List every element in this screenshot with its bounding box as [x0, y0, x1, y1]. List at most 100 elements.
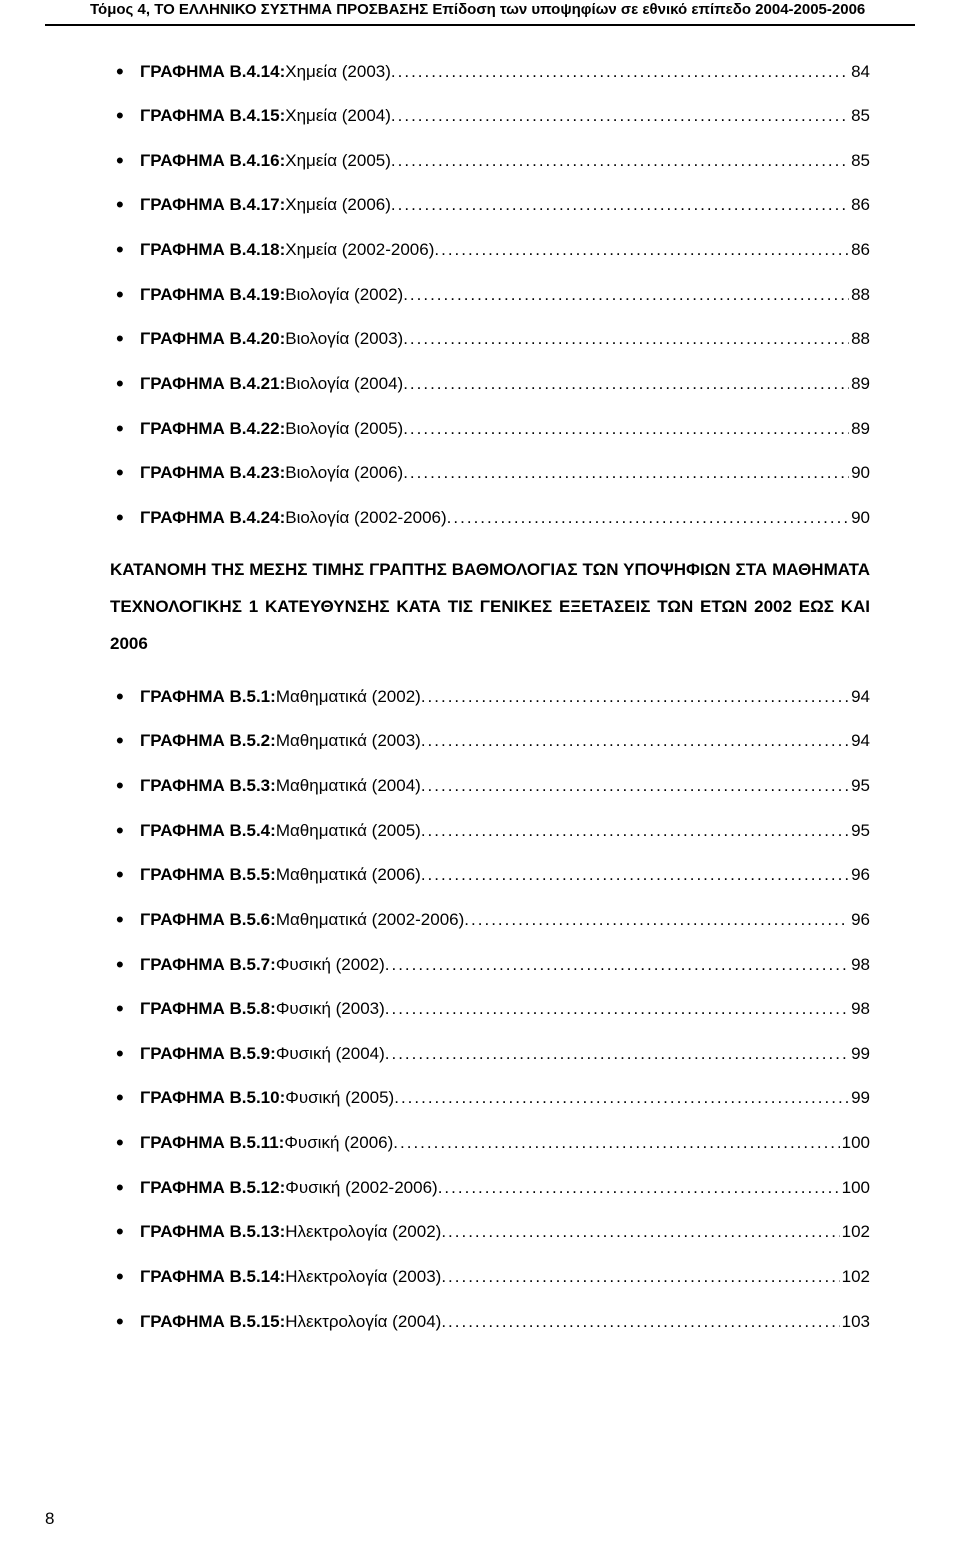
toc-entry: ΓΡΑΦΗΜΑ Β.5.4: Μαθηματικά (2005)95 [140, 819, 870, 844]
toc-leader-dots [421, 819, 849, 844]
toc-page-number: 100 [840, 1176, 870, 1201]
toc-topic: Χημεία (2005) [285, 149, 391, 174]
toc-item: ΓΡΑΦΗΜΑ Β.5.14: Ηλεκτρολογία (2003)102 [110, 1265, 870, 1290]
toc-entry: ΓΡΑΦΗΜΑ Β.4.23: Βιολογία (2006)90 [140, 461, 870, 486]
toc-label: ΓΡΑΦΗΜΑ Β.5.3: [140, 774, 276, 799]
header-text: Τόμος 4, ΤΟ ΕΛΛΗΝΙΚΟ ΣΥΣΤΗΜΑ ΠΡΟΣΒΑΣΗΣ Ε… [90, 1, 865, 18]
toc-label: ΓΡΑΦΗΜΑ Β.5.12: [140, 1176, 285, 1201]
toc-entry: ΓΡΑΦΗΜΑ Β.4.18: Χημεία (2002-2006)86 [140, 238, 870, 263]
toc-entry: ΓΡΑΦΗΜΑ Β.4.24: Βιολογία (2002-2006)90 [140, 506, 870, 531]
toc-label: ΓΡΑΦΗΜΑ Β.5.14: [140, 1265, 285, 1290]
toc-label: ΓΡΑΦΗΜΑ Β.5.4: [140, 819, 276, 844]
toc-label: ΓΡΑΦΗΜΑ Β.4.15: [140, 104, 285, 129]
toc-item: ΓΡΑΦΗΜΑ Β.4.23: Βιολογία (2006)90 [110, 461, 870, 486]
toc-page-number: 100 [840, 1131, 870, 1156]
section-heading-text: ΚΑΤΑΝΟΜΗ ΤΗΣ ΜΕΣΗΣ ΤΙΜΗΣ ΓΡΑΠΤΗΣ ΒΑΘΜΟΛΟ… [110, 560, 870, 654]
toc-entry: ΓΡΑΦΗΜΑ Β.5.12: Φυσική (2002-2006) 100 [140, 1176, 870, 1201]
toc-leader-dots [403, 417, 849, 442]
toc-item: ΓΡΑΦΗΜΑ Β.4.22: Βιολογία (2005)89 [110, 417, 870, 442]
toc-leader-dots [421, 729, 849, 754]
toc-topic: Φυσική (2003) [276, 997, 385, 1022]
toc-label: ΓΡΑΦΗΜΑ Β.5.6: [140, 908, 276, 933]
toc-item: ΓΡΑΦΗΜΑ Β.5.11: Φυσική (2006)100 [110, 1131, 870, 1156]
toc-label: ΓΡΑΦΗΜΑ Β.5.11: [140, 1131, 284, 1156]
toc-page-number: 103 [840, 1310, 870, 1335]
toc-item: ΓΡΑΦΗΜΑ Β.4.17: Χημεία (2006)86 [110, 193, 870, 218]
toc-label: ΓΡΑΦΗΜΑ Β.4.16: [140, 149, 285, 174]
toc-item: ΓΡΑΦΗΜΑ Β.5.3: Μαθηματικά (2004)95 [110, 774, 870, 799]
toc-page-number: 99 [849, 1042, 870, 1067]
toc-entry: ΓΡΑΦΗΜΑ Β.4.21: Βιολογία (2004)89 [140, 372, 870, 397]
toc-item: ΓΡΑΦΗΜΑ Β.4.21: Βιολογία (2004)89 [110, 372, 870, 397]
toc-topic: Χημεία (2003) [285, 60, 391, 85]
toc-entry: ΓΡΑΦΗΜΑ Β.4.14: Χημεία (2003)84 [140, 60, 870, 85]
toc-page-number: 96 [849, 863, 870, 888]
toc-leader-dots [421, 774, 849, 799]
toc-topic: Χημεία (2002-2006) [285, 238, 434, 263]
toc-topic: Ηλεκτρολογία (2004) [285, 1310, 441, 1335]
toc-topic: Χημεία (2006) [285, 193, 391, 218]
toc-page-number: 95 [849, 819, 870, 844]
toc-label: ΓΡΑΦΗΜΑ Β.4.22: [140, 417, 285, 442]
toc-entry: ΓΡΑΦΗΜΑ Β.5.8: Φυσική (2003)98 [140, 997, 870, 1022]
toc-entry: ΓΡΑΦΗΜΑ Β.5.7: Φυσική (2002)98 [140, 953, 870, 978]
toc-leader-dots [421, 685, 849, 710]
toc-leader-dots [403, 372, 849, 397]
toc-item: ΓΡΑΦΗΜΑ Β.4.16: Χημεία (2005)85 [110, 149, 870, 174]
page-number: 8 [45, 1509, 54, 1529]
toc-item: ΓΡΑΦΗΜΑ Β.4.24: Βιολογία (2002-2006)90 [110, 506, 870, 531]
toc-label: ΓΡΑΦΗΜΑ Β.5.10: [140, 1086, 285, 1111]
toc-topic: Φυσική (2005) [285, 1086, 394, 1111]
toc-entry: ΓΡΑΦΗΜΑ Β.5.13: Ηλεκτρολογία (2002)102 [140, 1220, 870, 1245]
toc-label: ΓΡΑΦΗΜΑ Β.4.18: [140, 238, 285, 263]
toc-entry: ΓΡΑΦΗΜΑ Β.4.15: Χημεία (2004)85 [140, 104, 870, 129]
toc-entry: ΓΡΑΦΗΜΑ Β.5.9: Φυσική (2004)99 [140, 1042, 870, 1067]
toc-page-number: 98 [849, 997, 870, 1022]
toc-leader-dots [434, 238, 849, 263]
toc-topic: Φυσική (2002-2006) [285, 1176, 437, 1201]
toc-item: ΓΡΑΦΗΜΑ Β.4.19: Βιολογία (2002)88 [110, 283, 870, 308]
toc-label: ΓΡΑΦΗΜΑ Β.5.15: [140, 1310, 285, 1335]
toc-entry: ΓΡΑΦΗΜΑ Β.5.3: Μαθηματικά (2004)95 [140, 774, 870, 799]
toc-entry: ΓΡΑΦΗΜΑ Β.4.19: Βιολογία (2002)88 [140, 283, 870, 308]
toc-item: ΓΡΑΦΗΜΑ Β.5.13: Ηλεκτρολογία (2002)102 [110, 1220, 870, 1245]
toc-entry: ΓΡΑΦΗΜΑ Β.5.10: Φυσική (2005) 99 [140, 1086, 870, 1111]
section-heading: ΚΑΤΑΝΟΜΗ ΤΗΣ ΜΕΣΗΣ ΤΙΜΗΣ ΓΡΑΠΤΗΣ ΒΑΘΜΟΛΟ… [110, 551, 870, 663]
toc-page-number: 96 [849, 908, 870, 933]
toc-item: ΓΡΑΦΗΜΑ Β.4.18: Χημεία (2002-2006)86 [110, 238, 870, 263]
page-header: Τόμος 4, ΤΟ ΕΛΛΗΝΙΚΟ ΣΥΣΤΗΜΑ ΠΡΟΣΒΑΣΗΣ Ε… [45, 0, 915, 26]
toc-page-number: 94 [849, 685, 870, 710]
toc-page-number: 99 [849, 1086, 870, 1111]
toc-topic: Μαθηματικά (2006) [276, 863, 421, 888]
toc-leader-dots [391, 104, 849, 129]
toc-list-a: ΓΡΑΦΗΜΑ Β.4.14: Χημεία (2003)84 ΓΡΑΦΗΜΑ Β… [110, 60, 870, 531]
toc-leader-dots [385, 997, 849, 1022]
toc-leader-dots [394, 1086, 849, 1111]
toc-entry: ΓΡΑΦΗΜΑ Β.5.11: Φυσική (2006)100 [140, 1131, 870, 1156]
toc-item: ΓΡΑΦΗΜΑ Β.5.7: Φυσική (2002)98 [110, 953, 870, 978]
toc-leader-dots [447, 506, 849, 531]
toc-item: ΓΡΑΦΗΜΑ Β.5.12: Φυσική (2002-2006) 100 [110, 1176, 870, 1201]
toc-item: ΓΡΑΦΗΜΑ Β.5.2: Μαθηματικά (2003)94 [110, 729, 870, 754]
toc-leader-dots [391, 149, 849, 174]
toc-topic: Μαθηματικά (2002-2006) [276, 908, 464, 933]
toc-page-number: 95 [849, 774, 870, 799]
toc-entry: ΓΡΑΦΗΜΑ Β.4.20: Βιολογία (2003)88 [140, 327, 870, 352]
toc-leader-dots [403, 327, 849, 352]
toc-label: ΓΡΑΦΗΜΑ Β.4.23: [140, 461, 285, 486]
toc-topic: Μαθηματικά (2003) [276, 729, 421, 754]
toc-label: ΓΡΑΦΗΜΑ Β.5.13: [140, 1220, 285, 1245]
toc-leader-dots [393, 1131, 839, 1156]
page-content: ΓΡΑΦΗΜΑ Β.4.14: Χημεία (2003)84 ΓΡΑΦΗΜΑ Β… [0, 26, 960, 1335]
toc-item: ΓΡΑΦΗΜΑ Β.5.1: Μαθηματικά (2002)94 [110, 685, 870, 710]
toc-item: ΓΡΑΦΗΜΑ Β.5.10: Φυσική (2005) 99 [110, 1086, 870, 1111]
toc-entry: ΓΡΑΦΗΜΑ Β.5.5: Μαθηματικά (2006)96 [140, 863, 870, 888]
toc-item: ΓΡΑΦΗΜΑ Β.4.14: Χημεία (2003)84 [110, 60, 870, 85]
toc-leader-dots [441, 1310, 839, 1335]
toc-item: ΓΡΑΦΗΜΑ Β.5.4: Μαθηματικά (2005)95 [110, 819, 870, 844]
toc-item: ΓΡΑΦΗΜΑ Β.5.8: Φυσική (2003)98 [110, 997, 870, 1022]
toc-page-number: 90 [849, 461, 870, 486]
toc-leader-dots [385, 953, 849, 978]
toc-topic: Μαθηματικά (2002) [276, 685, 421, 710]
toc-label: ΓΡΑΦΗΜΑ Β.4.24: [140, 506, 285, 531]
